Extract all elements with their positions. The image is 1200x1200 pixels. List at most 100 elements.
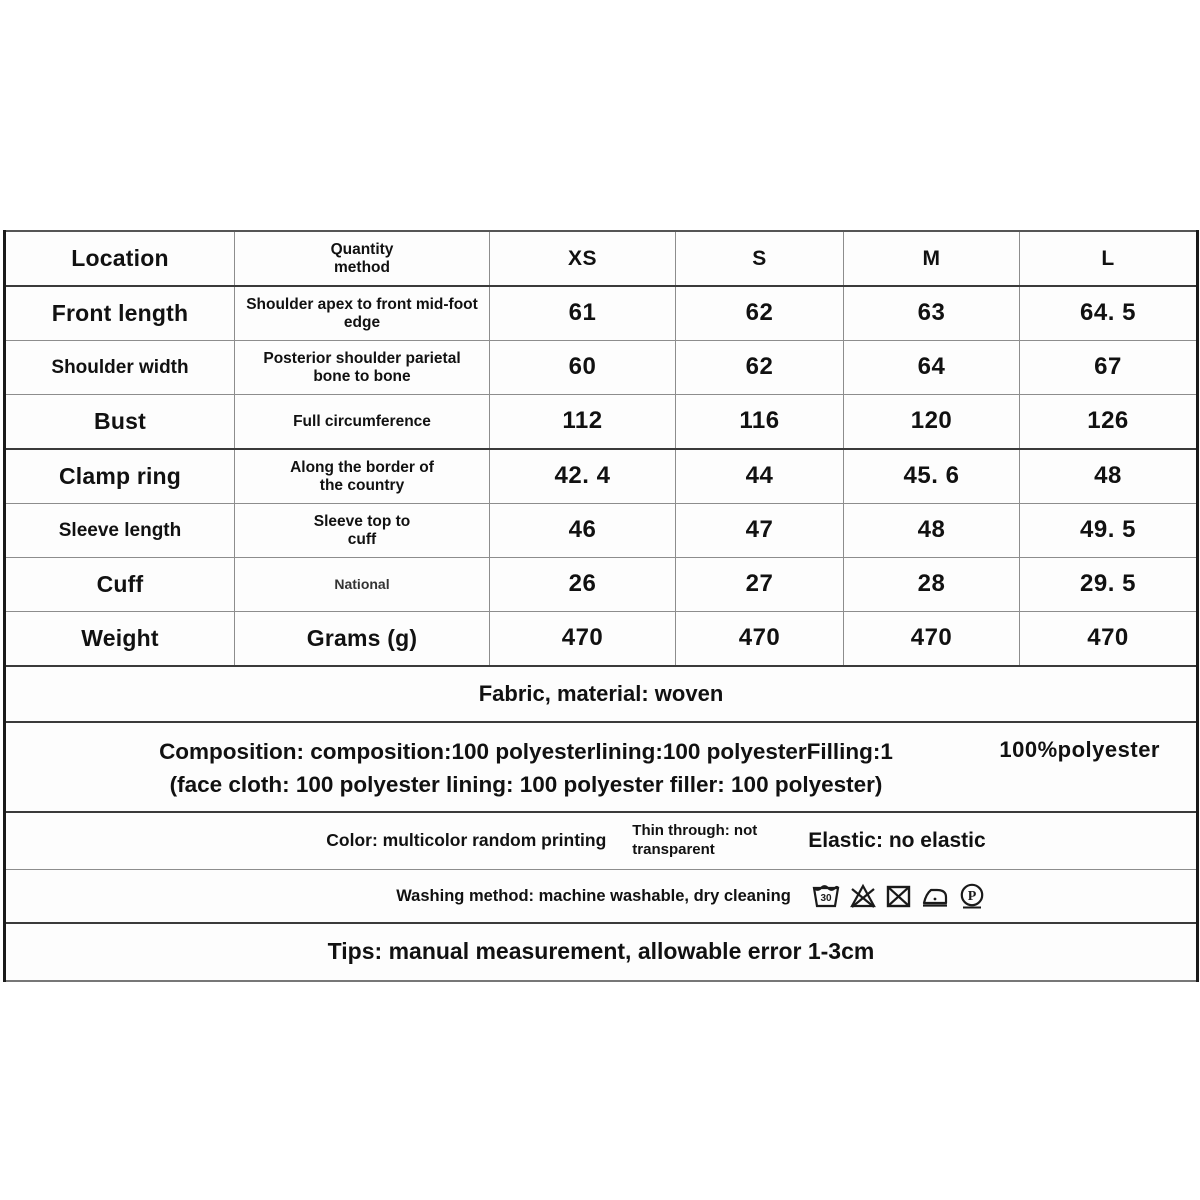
row-value-xs: 26 bbox=[489, 557, 676, 612]
header-cell-xs: XS bbox=[489, 230, 676, 287]
row-method-line1: Full circumference bbox=[293, 412, 431, 430]
row-value-l: 67 bbox=[1019, 340, 1198, 395]
fabric-label: Fabric, material: woven bbox=[478, 680, 724, 706]
table-row: Front length Shoulder apex to front mid-… bbox=[4, 285, 1198, 341]
row-method: Sleeve top to cuff bbox=[234, 503, 490, 558]
row-value-s: 44 bbox=[675, 448, 844, 504]
row-value-xs: 42. 4 bbox=[489, 448, 676, 504]
row-value-l: 64. 5 bbox=[1019, 285, 1198, 341]
tips-cell: Tips: manual measurement, allowable erro… bbox=[4, 922, 1198, 982]
tips-row: Tips: manual measurement, allowable erro… bbox=[4, 922, 1198, 982]
row-value-l: 48 bbox=[1019, 448, 1198, 504]
attribute-thin-line1: Thin through: not bbox=[632, 822, 758, 840]
header-label-location: Location bbox=[71, 244, 169, 271]
row-method: Grams (g) bbox=[234, 611, 490, 667]
table-row: Cuff National 26 27 28 29. 5 bbox=[4, 557, 1198, 612]
header-cell-location: Location bbox=[4, 230, 235, 287]
row-value-s: 47 bbox=[675, 503, 844, 558]
header-label-xs: XS bbox=[567, 246, 597, 270]
row-value-l: 29. 5 bbox=[1019, 557, 1198, 612]
dry-clean-p-label: P bbox=[968, 889, 977, 904]
header-cell-method: Quantity method bbox=[234, 230, 490, 287]
row-method-line1: Posterior shoulder parietal bbox=[263, 349, 461, 367]
composition-cell: Composition: composition:100 polyesterli… bbox=[4, 721, 1198, 813]
table-row: Shoulder width Posterior shoulder pariet… bbox=[4, 340, 1198, 395]
row-location-label: Clamp ring bbox=[58, 462, 182, 489]
row-value-s: 470 bbox=[675, 611, 844, 667]
header-label-l: L bbox=[1101, 246, 1115, 270]
row-value-m: 120 bbox=[843, 394, 1020, 450]
attribute-color: Color: multicolor random printing bbox=[326, 830, 607, 851]
composition-line2: (face cloth: 100 polyester lining: 100 p… bbox=[169, 772, 883, 797]
table-row: Bust Full circumference 112 116 120 126 bbox=[4, 394, 1198, 450]
washing-group: Washing method: machine washable, dry cl… bbox=[6, 870, 1196, 922]
row-location: Front length bbox=[4, 285, 235, 341]
row-location-label: Shoulder width bbox=[51, 356, 189, 378]
row-location-label: Cuff bbox=[96, 570, 144, 597]
row-method-line2: edge bbox=[343, 313, 381, 331]
composition-row: Composition: composition:100 polyesterli… bbox=[4, 721, 1198, 813]
row-value-l: 126 bbox=[1019, 394, 1198, 450]
row-location-label: Sleeve length bbox=[58, 519, 182, 541]
row-value-m: 45. 6 bbox=[843, 448, 1020, 504]
row-value-s: 27 bbox=[675, 557, 844, 612]
table-row: Clamp ring Along the border of the count… bbox=[4, 448, 1198, 504]
attribute-thin-line2: transparent bbox=[632, 841, 715, 858]
row-method-line1: Along the border of bbox=[290, 458, 434, 476]
row-value-l: 470 bbox=[1019, 611, 1198, 667]
header-label-method-line1: Quantity bbox=[330, 240, 394, 258]
size-chart-table: Location Quantity method XS S M L bbox=[3, 230, 1199, 982]
washing-label: Washing method: machine washable, dry cl… bbox=[396, 886, 791, 905]
do-not-tumble-dry-icon bbox=[885, 883, 912, 909]
row-value-m: 470 bbox=[843, 611, 1020, 667]
header-cell-m: M bbox=[843, 230, 1020, 287]
row-value-xs: 61 bbox=[489, 285, 676, 341]
table-row: Sleeve length Sleeve top to cuff 46 47 4… bbox=[4, 503, 1198, 558]
row-value-s: 116 bbox=[675, 394, 844, 450]
fabric-row: Fabric, material: woven bbox=[4, 665, 1198, 723]
care-symbol-group: 30 bbox=[811, 882, 986, 910]
row-value-xs: 112 bbox=[489, 394, 676, 450]
row-value-m: 63 bbox=[843, 285, 1020, 341]
row-location: Cuff bbox=[4, 557, 235, 612]
tips-label: Tips: manual measurement, allowable erro… bbox=[327, 938, 875, 965]
iron-low-heat-icon bbox=[920, 883, 950, 909]
row-location: Weight bbox=[4, 611, 235, 667]
header-label-method-line2: method bbox=[334, 258, 390, 276]
row-method-line2: the country bbox=[319, 476, 405, 494]
header-label-s: S bbox=[752, 246, 767, 270]
row-location: Sleeve length bbox=[4, 503, 235, 558]
table-row: Weight Grams (g) 470 470 470 470 bbox=[4, 611, 1198, 667]
wash-30-label: 30 bbox=[820, 893, 832, 904]
row-value-m: 48 bbox=[843, 503, 1020, 558]
composition-text: Composition: composition:100 polyesterli… bbox=[6, 732, 1196, 801]
row-location-label: Weight bbox=[81, 624, 159, 651]
header-cell-l: L bbox=[1019, 230, 1198, 287]
row-method: Posterior shoulder parietal bone to bone bbox=[234, 340, 490, 395]
professional-dry-clean-p-icon: P bbox=[958, 882, 986, 910]
composition-badge: 100%polyester bbox=[999, 737, 1160, 762]
do-not-bleach-icon bbox=[849, 883, 877, 909]
washing-row: Washing method: machine washable, dry cl… bbox=[4, 869, 1198, 924]
attribute-elastic: Elastic: no elastic bbox=[808, 829, 986, 853]
washing-cell: Washing method: machine washable, dry cl… bbox=[4, 869, 1198, 924]
row-value-l: 49. 5 bbox=[1019, 503, 1198, 558]
table-header-row: Location Quantity method XS S M L bbox=[4, 230, 1198, 287]
row-method-line2: bone to bone bbox=[313, 367, 411, 385]
attributes-row: Color: multicolor random printing Thin t… bbox=[4, 811, 1198, 870]
row-method-line1: Shoulder apex to front mid-foot bbox=[246, 295, 478, 313]
row-method-line1: Grams (g) bbox=[306, 624, 418, 651]
row-location: Shoulder width bbox=[4, 340, 235, 395]
row-method-line2: cuff bbox=[347, 530, 377, 548]
row-location-label: Front length bbox=[51, 299, 189, 326]
row-method: National bbox=[234, 557, 490, 612]
row-value-m: 64 bbox=[843, 340, 1020, 395]
row-location: Bust bbox=[4, 394, 235, 450]
row-value-s: 62 bbox=[675, 285, 844, 341]
row-value-xs: 60 bbox=[489, 340, 676, 395]
row-value-s: 62 bbox=[675, 340, 844, 395]
row-method: Full circumference bbox=[234, 394, 490, 450]
row-location-label: Bust bbox=[94, 407, 146, 434]
row-method-line1: National bbox=[334, 575, 390, 592]
row-method: Shoulder apex to front mid-foot edge bbox=[234, 285, 490, 341]
